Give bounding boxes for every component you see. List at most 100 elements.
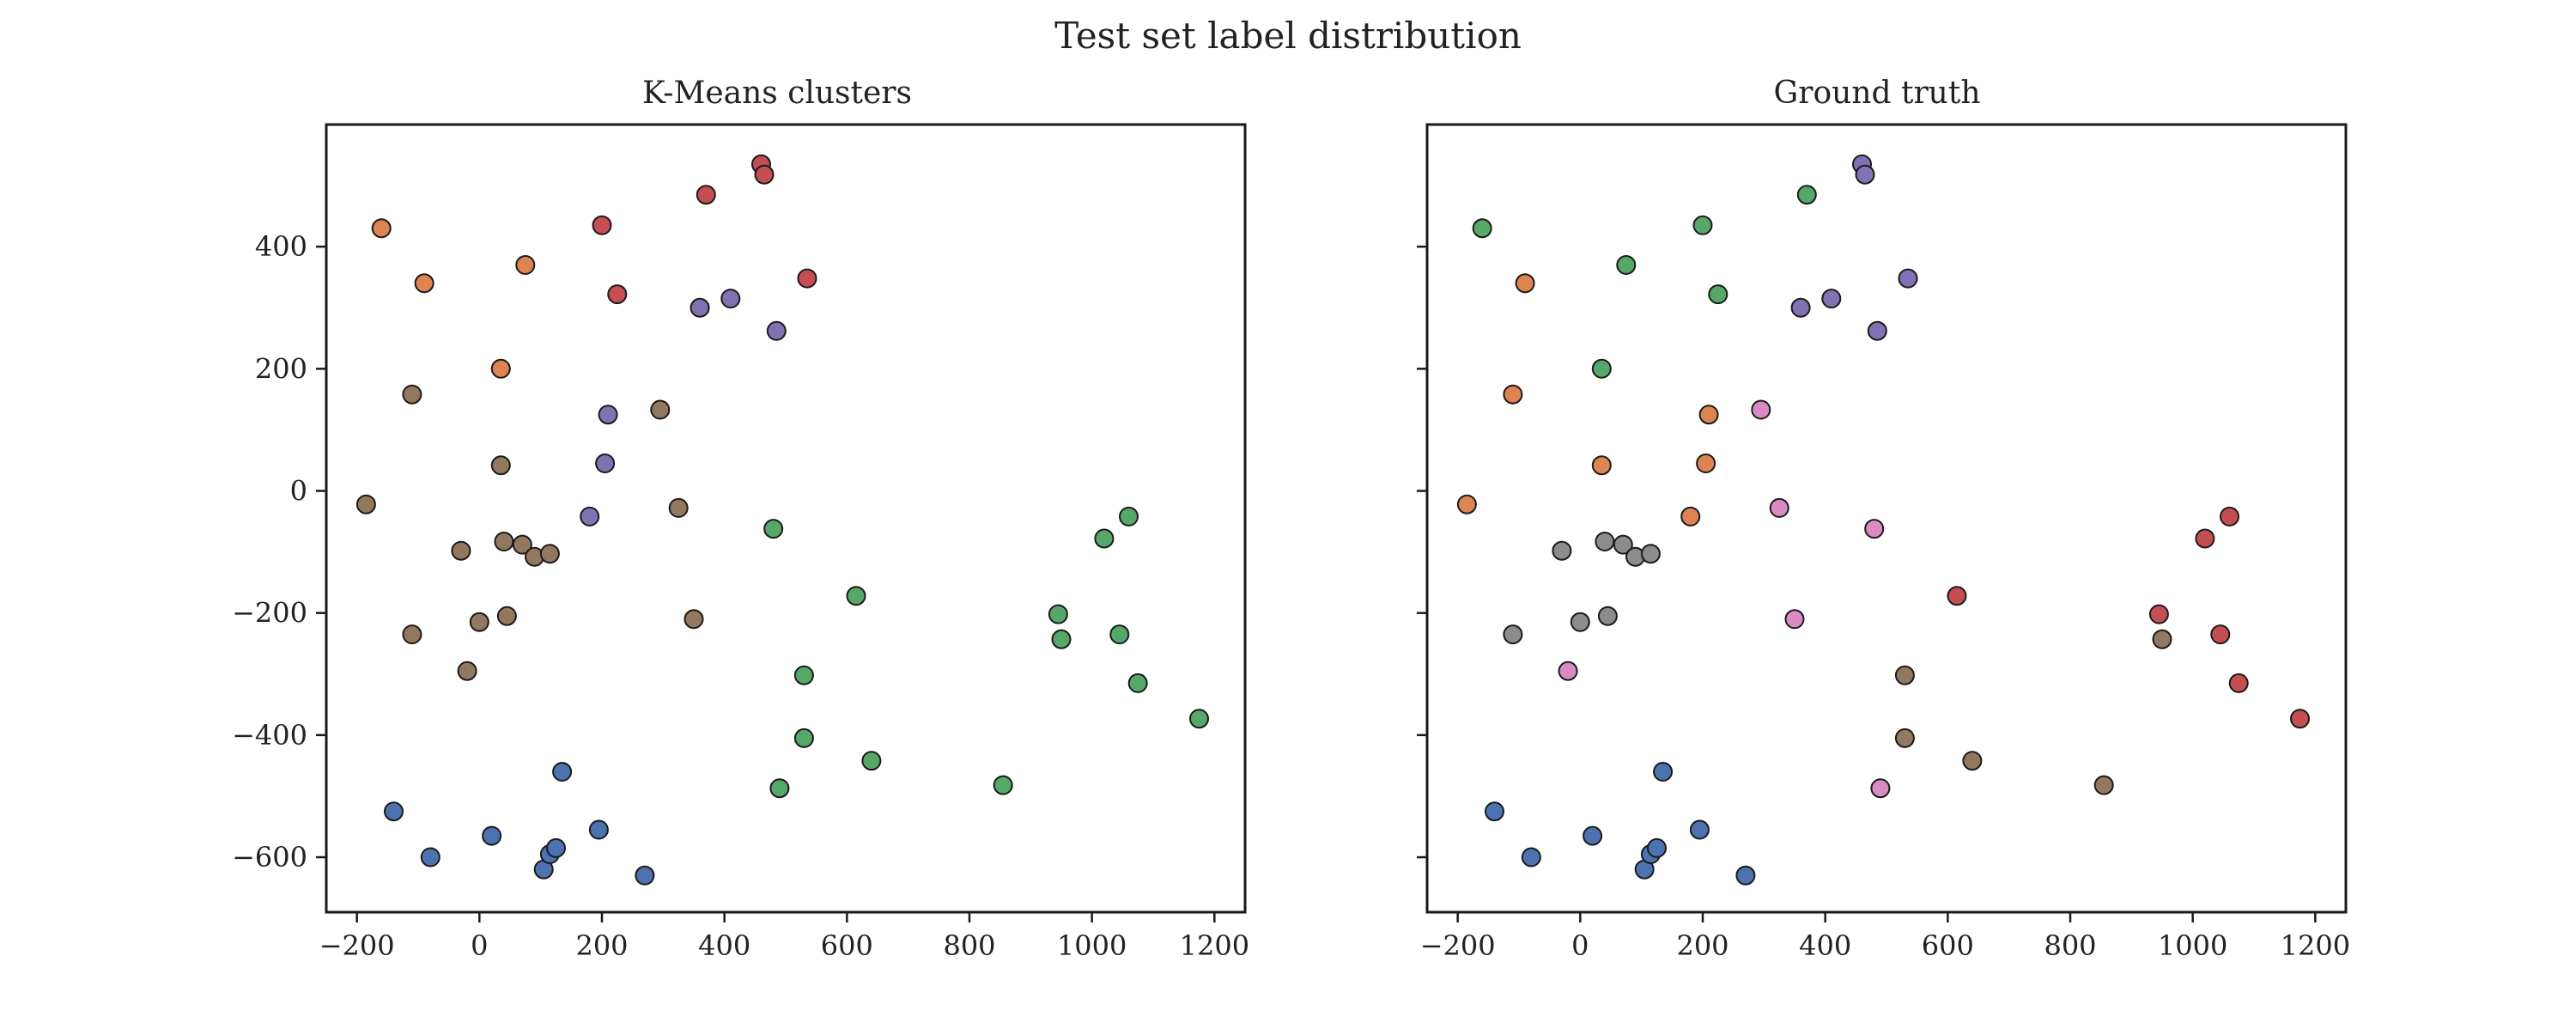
x-tick-label: −200 bbox=[319, 929, 395, 962]
data-point-brown bbox=[457, 661, 477, 681]
data-point-brown bbox=[469, 612, 489, 632]
plot-frame bbox=[325, 123, 1247, 914]
data-point-orange bbox=[1503, 384, 1523, 405]
data-point-brown bbox=[2093, 775, 2114, 795]
data-point-blue bbox=[420, 847, 440, 868]
data-point-gray bbox=[1503, 624, 1523, 645]
x-tick-label: 1000 bbox=[2158, 929, 2227, 962]
data-point-gray bbox=[1595, 532, 1615, 551]
data-point-brown bbox=[668, 497, 689, 518]
right-panel-title: Ground truth bbox=[1773, 76, 1980, 111]
data-point-blue bbox=[635, 865, 655, 886]
x-tick-label: 400 bbox=[698, 929, 750, 962]
y-tick-label: 0 bbox=[290, 475, 307, 508]
data-point-pink bbox=[1558, 661, 1578, 681]
x-tick-label: 1200 bbox=[1180, 929, 1249, 962]
data-point-orange bbox=[1696, 454, 1716, 473]
x-tick-label: 0 bbox=[471, 929, 488, 962]
data-point-orange bbox=[1515, 273, 1535, 294]
data-point-gray bbox=[1552, 540, 1572, 561]
data-point-brown bbox=[1894, 665, 1915, 685]
data-point-red bbox=[2210, 624, 2231, 645]
data-point-green bbox=[1472, 218, 1492, 239]
data-point-green bbox=[1094, 528, 1115, 549]
data-point-green bbox=[1616, 255, 1637, 275]
x-tick-label: 800 bbox=[943, 929, 995, 962]
data-point-green bbox=[1708, 284, 1728, 305]
x-tick-label: 0 bbox=[1571, 929, 1589, 962]
data-point-gray bbox=[1640, 544, 1661, 564]
data-point-purple bbox=[720, 289, 741, 309]
data-point-green bbox=[1109, 624, 1130, 645]
data-point-red bbox=[2228, 673, 2249, 693]
data-point-brown bbox=[539, 544, 560, 564]
y-tick-label: 200 bbox=[255, 352, 307, 385]
data-point-red bbox=[607, 284, 628, 305]
x-tick-label: −200 bbox=[1420, 929, 1496, 962]
data-point-brown bbox=[496, 606, 517, 626]
data-point-purple bbox=[766, 320, 787, 341]
data-point-blue bbox=[1689, 819, 1710, 840]
data-point-orange bbox=[1456, 494, 1477, 514]
data-point-brown bbox=[494, 532, 514, 551]
data-point-purple bbox=[1790, 297, 1811, 318]
data-point-green bbox=[1189, 709, 1209, 729]
x-tick-label: 800 bbox=[2044, 929, 2096, 962]
data-point-purple bbox=[690, 297, 710, 318]
data-point-red bbox=[2148, 604, 2169, 624]
data-point-orange bbox=[515, 255, 536, 275]
data-point-green bbox=[1591, 358, 1612, 379]
data-point-green bbox=[846, 586, 866, 606]
data-point-brown bbox=[402, 624, 422, 645]
data-point-red bbox=[2290, 709, 2310, 729]
data-point-brown bbox=[2152, 629, 2172, 649]
data-point-blue bbox=[1647, 837, 1667, 858]
data-point-blue bbox=[384, 801, 404, 822]
data-point-orange bbox=[1591, 455, 1612, 476]
x-tick-label: 1200 bbox=[2281, 929, 2350, 962]
x-tick-label: 1000 bbox=[1057, 929, 1127, 962]
data-point-green bbox=[763, 519, 784, 539]
data-point-green bbox=[793, 665, 814, 685]
data-point-blue bbox=[482, 825, 502, 846]
y-tick-label: 400 bbox=[255, 230, 307, 263]
data-point-purple bbox=[1867, 320, 1887, 341]
data-point-orange bbox=[490, 358, 511, 379]
data-point-purple bbox=[1898, 268, 1918, 289]
data-point-green bbox=[1127, 673, 1148, 693]
y-tick-label: −600 bbox=[232, 841, 307, 874]
data-point-blue bbox=[588, 819, 609, 840]
data-point-purple bbox=[598, 405, 618, 425]
data-point-brown bbox=[1962, 751, 1983, 771]
data-point-blue bbox=[552, 762, 573, 782]
data-point-gray bbox=[1613, 534, 1633, 555]
data-point-green bbox=[769, 778, 790, 799]
data-point-purple bbox=[595, 454, 616, 473]
data-point-blue bbox=[1485, 801, 1504, 822]
data-point-brown bbox=[650, 399, 671, 420]
k-means-panel: −200 0 200 400 600 800 1000 1200 400 200 0 −200 −400… bbox=[232, 123, 1249, 962]
data-point-red bbox=[2195, 528, 2215, 549]
data-point-blue bbox=[1653, 762, 1674, 782]
data-point-purple bbox=[1855, 164, 1875, 185]
x-tick-label: 200 bbox=[575, 929, 628, 962]
data-point-blue bbox=[1583, 825, 1603, 846]
plot-frame bbox=[1425, 123, 2348, 914]
x-tick-label: 600 bbox=[1922, 929, 1974, 962]
data-point-pink bbox=[1769, 497, 1789, 518]
data-point-blue bbox=[1521, 847, 1541, 868]
data-point-orange bbox=[1698, 405, 1719, 425]
data-point-gray bbox=[1570, 612, 1590, 632]
data-point-pink bbox=[1784, 609, 1805, 630]
y-tick-label: −200 bbox=[232, 597, 307, 630]
data-point-brown bbox=[1894, 728, 1915, 748]
ground-truth-panel: −200 0 200 400 600 800 1000 1200 bbox=[1417, 123, 2350, 962]
x-tick-label: 200 bbox=[1676, 929, 1728, 962]
data-point-blue bbox=[1735, 865, 1756, 886]
data-point-brown bbox=[355, 494, 376, 514]
data-point-green bbox=[1796, 185, 1817, 205]
data-point-red bbox=[696, 185, 716, 205]
data-point-brown bbox=[512, 534, 532, 555]
data-point-green bbox=[1051, 629, 1072, 649]
